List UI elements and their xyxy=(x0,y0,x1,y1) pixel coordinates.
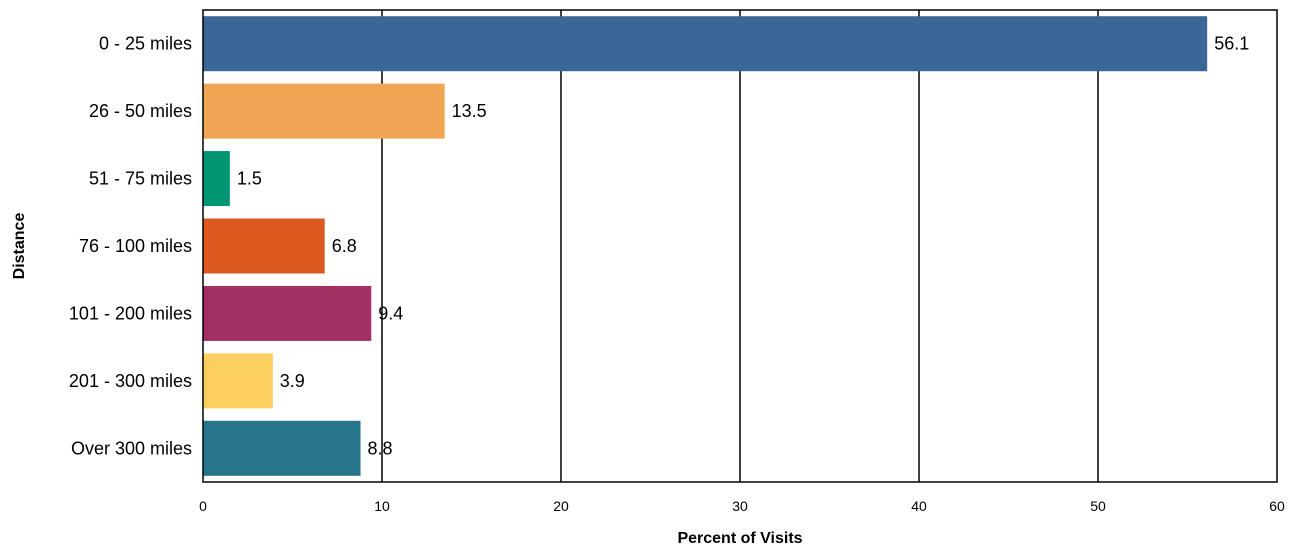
x-tick-label: 0 xyxy=(199,498,207,514)
x-tick-label: 60 xyxy=(1269,498,1285,514)
bar xyxy=(203,83,445,139)
value-label: 3.9 xyxy=(280,371,305,391)
x-tick-label: 40 xyxy=(911,498,927,514)
x-tick-labels: 0 10 20 30 40 50 60 xyxy=(199,498,1285,514)
x-tick-label: 20 xyxy=(553,498,569,514)
category-label: 201 - 300 miles xyxy=(69,371,192,391)
value-label: 1.5 xyxy=(237,169,262,189)
value-label: 56.1 xyxy=(1214,34,1249,54)
plot-frame xyxy=(202,9,1278,483)
bar xyxy=(203,151,230,207)
bar xyxy=(203,285,372,341)
x-tick-label: 30 xyxy=(732,498,748,514)
x-tick-label: 10 xyxy=(374,498,390,514)
category-label: 0 - 25 miles xyxy=(99,34,192,54)
bar xyxy=(203,353,273,409)
bar xyxy=(203,218,325,274)
category-label: 76 - 100 miles xyxy=(79,236,192,256)
bar xyxy=(203,420,361,476)
value-label: 6.8 xyxy=(332,236,357,256)
category-label: Over 300 miles xyxy=(71,438,192,458)
bar xyxy=(203,16,1208,72)
x-axis-title: Percent of Visits xyxy=(677,530,802,547)
category-label: 51 - 75 miles xyxy=(89,169,192,189)
value-label: 13.5 xyxy=(452,101,487,121)
value-label: 8.8 xyxy=(368,438,393,458)
category-label: 101 - 200 miles xyxy=(69,303,192,323)
value-labels: 56.1 13.5 1.5 6.8 9.4 3.9 8.8 xyxy=(237,34,1249,459)
value-label: 9.4 xyxy=(378,303,403,323)
gridlines xyxy=(381,10,1099,482)
y-axis-title: Distance xyxy=(11,213,28,280)
bars xyxy=(203,16,1208,476)
category-label: 26 - 50 miles xyxy=(89,101,192,121)
x-tick-label: 50 xyxy=(1090,498,1106,514)
category-labels: 0 - 25 miles 26 - 50 miles 51 - 75 miles 76… xyxy=(69,34,192,459)
